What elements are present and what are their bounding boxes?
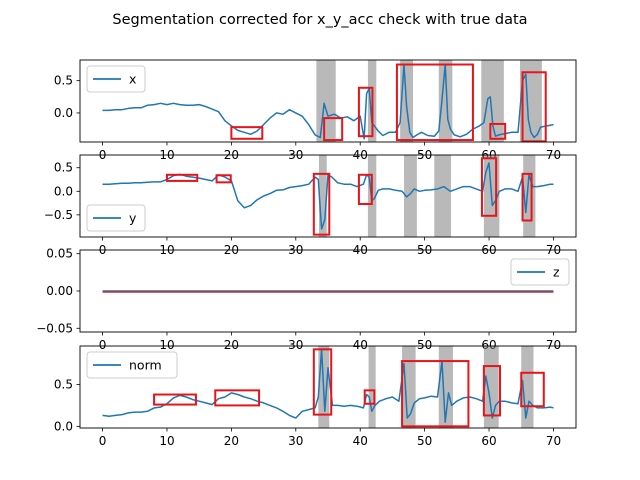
- segment-box-2: [215, 174, 232, 184]
- series-line-norm: [102, 348, 554, 423]
- segment-box-3: [357, 86, 374, 138]
- segment-box-2: [214, 389, 261, 407]
- segment-box-1: [165, 173, 199, 182]
- x-tick-label: 30: [288, 434, 303, 448]
- x-tick-label: 40: [353, 338, 368, 352]
- plot-area: [102, 60, 554, 142]
- x-tick-label: 60: [481, 434, 496, 448]
- y-tick-label: −0.5: [44, 208, 73, 222]
- y-tick-label: 0.0: [54, 106, 73, 120]
- segment-box-6: [521, 172, 533, 222]
- segment-box-5: [401, 360, 470, 428]
- segment-box-3: [312, 172, 331, 236]
- series-line-x: [102, 63, 554, 140]
- segment-box-1: [230, 126, 264, 140]
- segment-box-2: [323, 117, 344, 142]
- segment-box-7: [520, 371, 545, 408]
- y-tick-label: 0.0: [54, 184, 73, 198]
- x-tick-label: 0: [99, 434, 107, 448]
- segment-box-4: [363, 389, 376, 405]
- x-tick-label: 10: [159, 338, 174, 352]
- legend-box: [86, 351, 178, 379]
- segment-box-5: [489, 122, 507, 140]
- x-tick-label: 50: [417, 434, 432, 448]
- subplot-z: 0 10 20 30 40 50 60 70−0.050.000.05z: [36, 247, 577, 352]
- shaded-segment-4: [434, 155, 452, 237]
- legend-norm: norm: [86, 351, 178, 379]
- x-tick-label: 20: [224, 338, 239, 352]
- segment-box-6: [482, 365, 501, 417]
- y-tick-label: 0.5: [54, 74, 73, 88]
- y-tick-label: 0.5: [54, 377, 73, 391]
- x-tick-label: 30: [288, 338, 303, 352]
- subplots: 0102030405060700.00.5x010203040506070−0.…: [36, 59, 577, 448]
- legend-label: norm: [129, 358, 162, 373]
- subplot-norm: 0 10 20 30 40 50 60 70 0.0 0.5 norm: [54, 345, 577, 448]
- segment-box-4: [357, 173, 373, 206]
- x-tick-label: 0: [99, 338, 107, 352]
- y-tick-label: 0.0: [54, 419, 73, 433]
- axes-frame: [79, 154, 577, 238]
- x-tick-label: 20: [224, 434, 239, 448]
- legend-label: y: [129, 211, 137, 226]
- segment-box-3: [312, 348, 333, 416]
- axes-frame: [79, 345, 577, 429]
- chart-title: Segmentation corrected for x_y_acc check…: [112, 12, 527, 28]
- shaded-segment-5: [481, 60, 504, 142]
- shaded-segment-1: [316, 60, 336, 142]
- legend-x: x: [86, 65, 146, 93]
- axes-frame: [79, 59, 577, 143]
- segment-box-5: [480, 157, 498, 217]
- y-tick-label: −0.05: [36, 321, 73, 335]
- legend-z: z: [510, 258, 570, 286]
- shaded-segment-1: [318, 155, 327, 237]
- x-tick-label: 50: [417, 338, 432, 352]
- segment-box-6: [521, 71, 547, 143]
- x-tick-label: 70: [546, 434, 561, 448]
- y-tick-label: 0.00: [46, 284, 73, 298]
- shaded-segment-2: [368, 346, 376, 428]
- segment-box-4: [395, 63, 474, 142]
- y-tick-label: 0.5: [54, 161, 73, 175]
- subplot-y: 0 10 20 30 40 50 60 70−0.50.00.5y: [44, 154, 577, 257]
- y-tick-label: 0.05: [46, 247, 73, 261]
- x-tick-label: 10: [159, 434, 174, 448]
- legend-y: y: [86, 204, 146, 232]
- x-tick-label: 40: [353, 434, 368, 448]
- plot-area: [102, 155, 554, 237]
- series-line-y: [102, 162, 554, 230]
- x-tick-label: 70: [546, 338, 561, 352]
- legend-label: z: [553, 265, 560, 280]
- plot-area: [102, 290, 554, 293]
- shaded-segment-3: [404, 155, 417, 237]
- legend-label: x: [129, 72, 136, 87]
- segment-box-1: [153, 393, 197, 406]
